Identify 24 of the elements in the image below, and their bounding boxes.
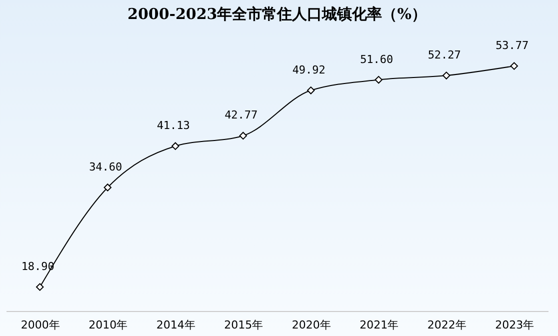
point [172,142,180,150]
x-tick-label: 2022年 [427,318,466,332]
x-tick-label: 2010年 [88,318,128,332]
x-tick-label: 2015年 [224,318,264,332]
point [239,132,247,140]
point [510,62,518,70]
point [442,72,450,80]
data-label: 51.60 [360,52,394,66]
data-label: 42.77 [224,108,258,122]
x-tick-label: 2000年 [20,318,60,332]
point [104,184,112,192]
data-label: 53.77 [496,39,529,52]
data-label: 49.92 [292,63,326,76]
x-tick-label: 2023年 [495,318,534,332]
point [307,86,315,94]
chart-title: 2000-2023年全市常住人口城镇化率（%） [128,5,426,23]
data-label: 34.60 [89,160,122,174]
data-label: 41.13 [156,119,190,132]
point [36,283,44,291]
point [374,76,382,84]
x-tick-label: 2021年 [360,318,399,332]
x-tick-label: 2020年 [292,318,331,332]
data-label: 52.27 [428,48,461,62]
x-tick-label: 2014年 [156,318,196,332]
